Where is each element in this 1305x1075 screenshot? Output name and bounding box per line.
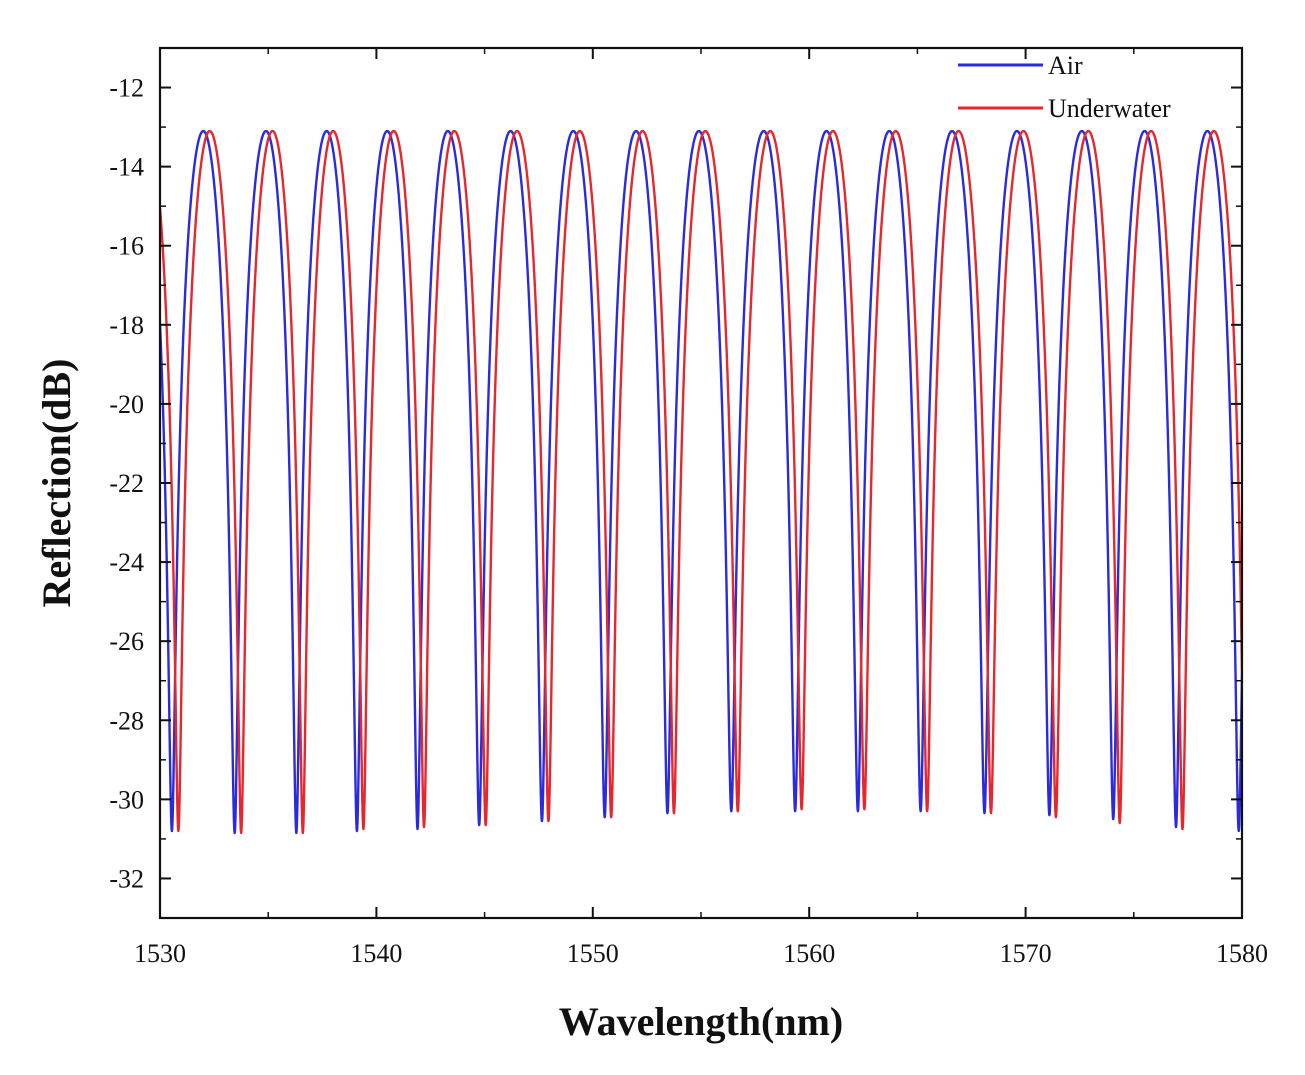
y-tick-label: -24 [109, 548, 144, 577]
legend: Air Underwater [958, 51, 1171, 123]
y-tick-label: -28 [109, 706, 144, 735]
x-axis-title: Wavelength(nm) [559, 999, 843, 1044]
y-tick-label: -30 [109, 785, 144, 814]
legend-label-underwater: Underwater [1048, 94, 1171, 123]
y-tick-label: -12 [109, 74, 144, 103]
x-tick-label: 1550 [567, 939, 619, 968]
y-axis-title: Reflection(dB) [34, 359, 79, 608]
x-tick-label: 1560 [783, 939, 835, 968]
y-tick-label: -20 [109, 390, 144, 419]
ticks-layer: 1530 1540 1550 1560 1570 1580 -12 -14 -16 -18 -20 -… [109, 47, 1268, 968]
x-tick-label: 1540 [350, 939, 402, 968]
y-tick-label: -14 [109, 153, 144, 182]
y-tick-label: -18 [109, 311, 144, 340]
x-tick-label: 1530 [134, 939, 186, 968]
y-tick-label: -22 [109, 469, 144, 498]
legend-label-air: Air [1048, 51, 1083, 80]
y-tick-label: -26 [109, 627, 144, 656]
series-line-underwater [160, 129, 1242, 835]
series-line-air [160, 129, 1242, 835]
series-layer [160, 129, 1242, 835]
y-tick-label: -32 [109, 864, 144, 893]
y-tick-label: -16 [109, 232, 144, 261]
x-tick-label: 1570 [1000, 939, 1052, 968]
x-tick-label: 1580 [1216, 939, 1268, 968]
